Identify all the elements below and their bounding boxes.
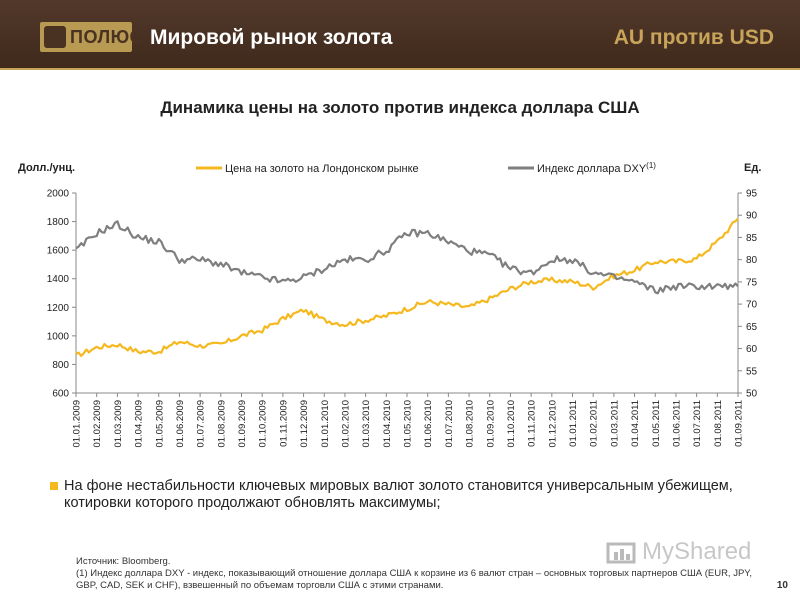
right-axis-title: Ед. xyxy=(744,162,761,174)
x-tick-label: 01.03.2010 xyxy=(361,400,372,448)
x-tick-label: 01.07.2011 xyxy=(692,400,703,447)
x-tick-label: 01.01.2011 xyxy=(568,400,579,447)
x-tick-label: 01.09.2010 xyxy=(485,400,496,448)
right-tick-label: 60 xyxy=(746,344,758,355)
x-tick-label: 01.07.2009 xyxy=(196,400,207,448)
right-tick-label: 65 xyxy=(746,322,758,333)
x-tick-label: 01.12.2009 xyxy=(299,400,310,448)
x-tick-label: 01.08.2011 xyxy=(713,400,724,447)
header-subtitle: AU против USD xyxy=(613,26,774,49)
watermark-icon xyxy=(606,542,636,564)
header-bar xyxy=(0,0,800,68)
footnote: Источник: Bloomberg. (1) Индекс доллара … xyxy=(76,556,776,592)
x-tick-label: 01.02.2009 xyxy=(92,400,103,448)
legend-dxy-superscript: (1) xyxy=(646,161,656,170)
header-title: Мировой рынок золота xyxy=(150,26,393,49)
left-tick-label: 1000 xyxy=(47,331,70,342)
x-tick-label: 01.06.2010 xyxy=(423,400,434,448)
left-tick-label: 2000 xyxy=(47,189,70,200)
x-tick-label: 01.09.2009 xyxy=(237,400,248,448)
left-tick-label: 1600 xyxy=(47,246,70,257)
bullet-marker xyxy=(50,482,58,490)
x-tick-label: 01.07.2010 xyxy=(444,400,455,448)
left-tick-label: 1200 xyxy=(47,303,70,314)
dxy-index-line xyxy=(75,220,739,295)
x-tick-label: 01.04.2011 xyxy=(630,400,641,447)
x-tick-label: 01.04.2010 xyxy=(382,400,393,448)
right-tick-label: 90 xyxy=(746,211,758,222)
x-tick-label: 01.10.2010 xyxy=(506,400,517,448)
x-tick-label: 01.04.2009 xyxy=(134,400,145,448)
x-tick-label: 01.03.2011 xyxy=(609,400,620,447)
right-tick-label: 80 xyxy=(746,255,758,266)
logo-text: ПОЛЮС xyxy=(70,27,143,47)
x-tick-label: 01.06.2011 xyxy=(671,400,682,447)
x-tick-label: 01.10.2009 xyxy=(258,400,269,448)
gold-price-line xyxy=(75,217,739,357)
legend-gold-label: Цена на золото на Лондонском рынке xyxy=(225,163,419,175)
chart: Долл./унц. Ед. Цена на золото на Лондонс… xyxy=(18,161,761,448)
left-tick-label: 1800 xyxy=(47,217,70,228)
footnote-definition: (1) Индекс доллара DXY - индекс, показыв… xyxy=(76,568,753,591)
right-tick-label: 75 xyxy=(746,277,758,288)
right-tick-label: 85 xyxy=(746,233,758,244)
x-tick-label: 01.05.2011 xyxy=(651,400,662,447)
chart-title: Динамика цены на золото против индекса д… xyxy=(160,98,640,117)
right-tick-label: 50 xyxy=(746,389,758,400)
x-tick-label: 01.02.2010 xyxy=(340,400,351,448)
footnote-source: Источник: Bloomberg. xyxy=(76,556,171,567)
x-tick-label: 01.06.2009 xyxy=(175,400,186,448)
left-tick-label: 1400 xyxy=(47,274,70,285)
x-tick-label: 01.05.2010 xyxy=(403,400,414,448)
right-tick-label: 70 xyxy=(746,300,758,311)
right-tick-label: 55 xyxy=(746,366,758,377)
header-divider xyxy=(0,68,800,70)
logo-emblem-icon xyxy=(44,26,66,48)
x-tick-label: 01.09.2011 xyxy=(734,400,745,447)
x-tick-label: 01.03.2009 xyxy=(113,400,124,448)
legend-dxy-name: Индекс доллара DXY xyxy=(537,163,647,175)
x-tick-label: 01.11.2010 xyxy=(527,400,538,447)
x-tick-label: 01.11.2009 xyxy=(278,400,289,447)
x-tick-label: 01.01.2010 xyxy=(320,400,331,448)
left-tick-label: 800 xyxy=(52,360,69,371)
legend-dxy-label: Индекс доллара DXY(1) xyxy=(537,161,656,175)
x-tick-label: 01.12.2010 xyxy=(547,400,558,448)
left-axis-title: Долл./унц. xyxy=(18,162,75,174)
right-tick-label: 95 xyxy=(746,189,758,200)
x-tick-label: 01.08.2010 xyxy=(465,400,476,448)
x-tick-label: 01.08.2009 xyxy=(216,400,227,448)
bullet-text: На фоне нестабильности ключевых мировых … xyxy=(64,478,733,511)
page-number: 10 xyxy=(776,580,788,591)
left-tick-label: 600 xyxy=(52,389,69,400)
watermark-text: MyShared xyxy=(642,538,752,565)
x-tick-label: 01.01.2009 xyxy=(72,400,83,448)
x-tick-label: 01.02.2011 xyxy=(589,400,600,447)
x-tick-label: 01.05.2009 xyxy=(154,400,165,448)
